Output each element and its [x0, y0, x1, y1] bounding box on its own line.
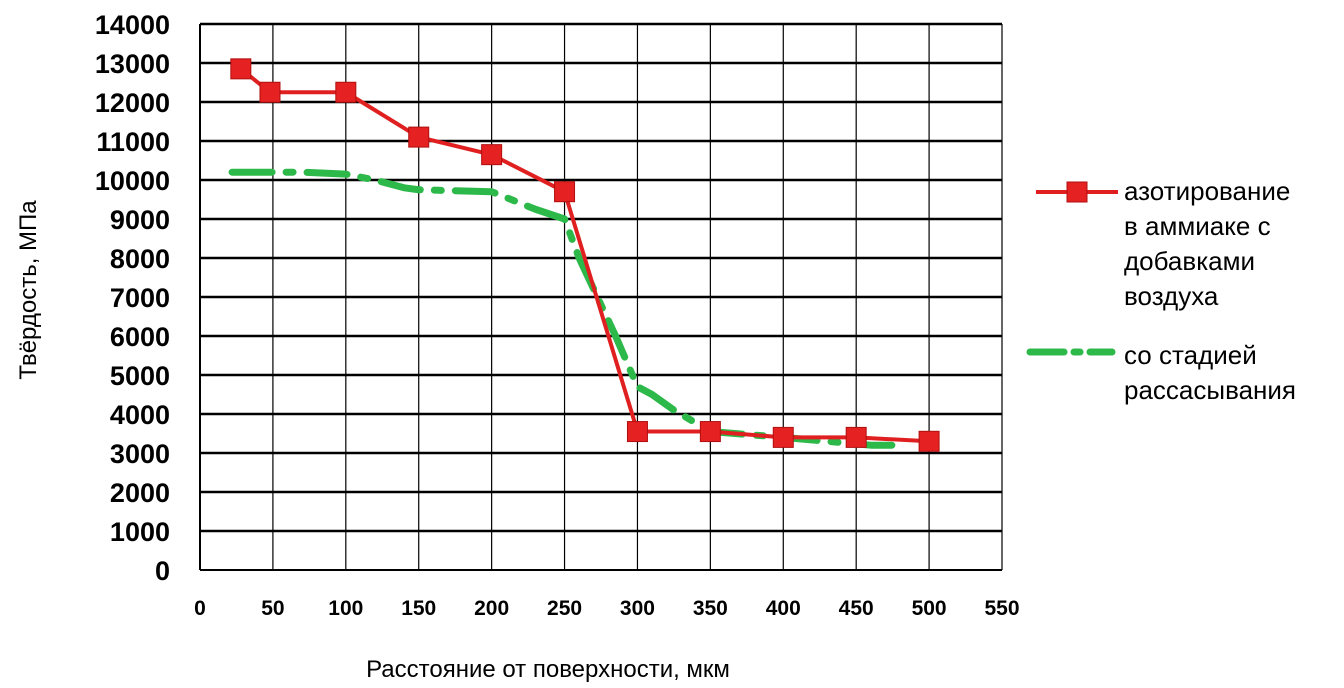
x-tick-label: 150	[401, 597, 436, 620]
data-point-ammonia-air-nitriding	[699, 421, 721, 443]
y-tick-label: 12000	[95, 88, 170, 118]
data-point-ammonia-air-nitriding	[259, 81, 281, 103]
axes	[199, 24, 1002, 571]
y-tick-label: 6000	[110, 322, 170, 352]
legend-label-ammonia-air-nitriding: в аммиаке с	[1124, 211, 1271, 241]
y-tick-label: 0	[155, 556, 170, 586]
legend-label-ammonia-air-nitriding: воздуха	[1124, 281, 1219, 311]
legend-label-ammonia-air-nitriding: добавками	[1124, 246, 1255, 276]
x-tick-label: 300	[620, 597, 655, 620]
x-tick-label: 400	[766, 597, 801, 620]
y-tick-label: 5000	[110, 361, 170, 391]
series-line-ammonia-air-nitriding	[239, 67, 930, 444]
grid-lines	[200, 22, 1003, 570]
legend-marker-ammonia-air-nitriding	[1066, 181, 1088, 203]
y-tick-label: 4000	[110, 400, 170, 430]
y-tick-label: 9000	[110, 205, 170, 235]
data-point-ammonia-air-nitriding	[481, 144, 503, 166]
data-point-ammonia-air-nitriding	[408, 126, 430, 148]
series-line-resorption-stage	[228, 168, 904, 449]
y-tick-label: 14000	[95, 10, 170, 40]
y-axis-title: Твёрдость, МПа	[15, 200, 42, 380]
x-axis-title: Расстояние от поверхности, мкм	[366, 656, 730, 683]
y-tick-labels: 0 1000 2000 3000 4000 5000 6000 7000 8000 9000 100…	[95, 10, 170, 586]
y-tick-label: 1000	[110, 517, 170, 547]
data-point-ammonia-air-nitriding	[335, 81, 357, 103]
y-tick-label: 2000	[110, 478, 170, 508]
y-tick-label: 11000	[96, 127, 170, 157]
data-point-ammonia-air-nitriding	[918, 430, 940, 452]
y-tick-label: 3000	[110, 439, 170, 469]
legend-label-resorption-stage: со стадией	[1124, 340, 1257, 370]
x-tick-label: 350	[693, 597, 728, 620]
y-tick-label: 13000	[95, 49, 170, 79]
data-point-ammonia-air-nitriding	[626, 421, 648, 443]
x-tick-label: 550	[984, 597, 1019, 620]
data-point-ammonia-air-nitriding	[772, 426, 794, 448]
legend-label-resorption-stage: рассасывания	[1124, 375, 1296, 405]
x-tick-label: 450	[839, 597, 874, 620]
data-point-ammonia-air-nitriding	[554, 181, 576, 203]
legend-label-ammonia-air-nitriding: азотирование	[1124, 176, 1290, 206]
data-point-ammonia-air-nitriding	[230, 58, 252, 80]
y-tick-label: 7000	[110, 283, 170, 313]
x-tick-label: 200	[474, 597, 509, 620]
x-tick-labels: 0 50 100 150 200 250 300 350 400 450 500 550	[194, 597, 1019, 620]
data-series	[228, 58, 940, 452]
x-tick-label: 100	[328, 597, 363, 620]
x-tick-label: 50	[261, 597, 284, 620]
y-tick-label: 10000	[95, 166, 170, 196]
x-tick-label: 0	[194, 597, 206, 620]
x-tick-label: 500	[912, 597, 947, 620]
x-tick-label: 250	[547, 597, 582, 620]
y-tick-label: 8000	[110, 244, 170, 274]
data-point-ammonia-air-nitriding	[845, 426, 867, 448]
